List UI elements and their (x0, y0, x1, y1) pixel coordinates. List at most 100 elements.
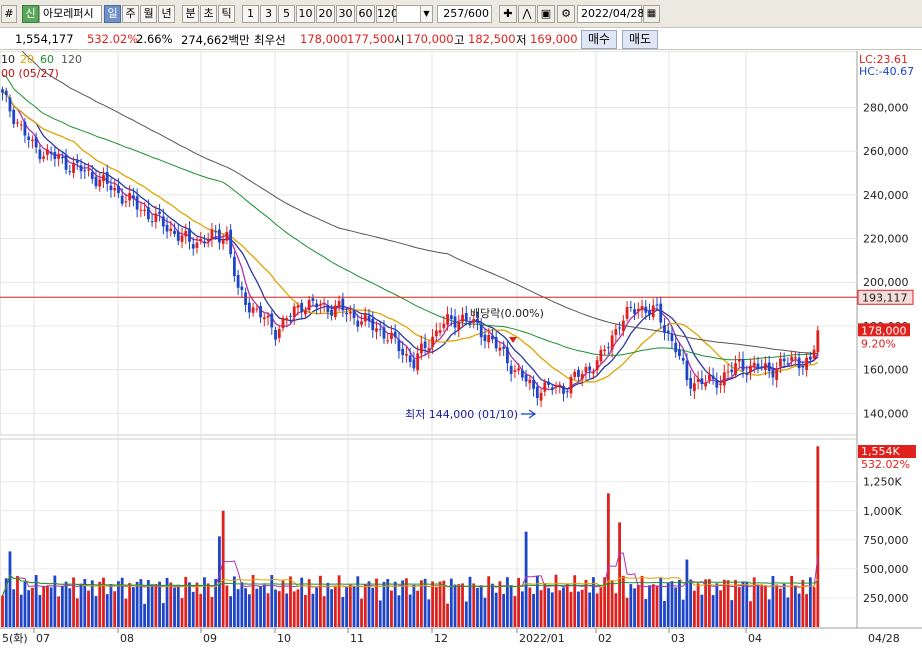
zigzag-icon[interactable]: ⋀ (518, 5, 536, 23)
candle-body (251, 307, 255, 313)
period-tick-button[interactable]: 틱 (218, 5, 235, 23)
candle-body (726, 371, 730, 373)
volume-bar (621, 575, 625, 627)
candle-body (678, 349, 681, 357)
chevron-down-icon[interactable]: ▼ (420, 5, 433, 23)
volume-bar (259, 586, 262, 627)
interval-120-button[interactable]: 120 (376, 5, 398, 23)
candle-body (771, 369, 775, 378)
volume-bar (356, 576, 360, 627)
volume-bar (132, 587, 135, 627)
interval-60-button[interactable]: 60 (356, 5, 375, 23)
volume-bar (188, 582, 191, 627)
resistance-label-box (857, 289, 914, 305)
candle-body (195, 242, 199, 249)
candle-body (711, 375, 715, 379)
volume-bar (700, 594, 704, 627)
candle-body (218, 229, 221, 243)
candle-body (629, 306, 633, 308)
candle-body (57, 155, 60, 159)
period-month-button[interactable]: 월 (140, 5, 157, 23)
menu-corner-icon[interactable]: # (1, 5, 17, 23)
candle-body (184, 230, 188, 237)
volume-bar (390, 590, 393, 627)
volume-bar (34, 575, 38, 627)
candle-body (487, 334, 491, 343)
volume-ma-line (2, 574, 819, 596)
gear-icon[interactable]: ⚙ (557, 5, 575, 23)
volume-bar (270, 574, 274, 627)
stock-name-field[interactable]: 아모레퍼시 (39, 5, 102, 23)
period-day-button[interactable]: 일 (104, 5, 121, 23)
volume-value: 1,554,177 (15, 32, 74, 46)
volume-tick-label: 1,000K (863, 505, 902, 518)
candle-body (27, 136, 31, 140)
new-badge[interactable]: 신 (22, 5, 39, 23)
period-label: 초 (203, 7, 214, 20)
save-icon[interactable]: ▣ (537, 5, 555, 23)
candle-body (322, 302, 326, 305)
period-second-button[interactable]: 초 (200, 5, 217, 23)
interval-label: 1 (247, 7, 254, 20)
interval-3-button[interactable]: 3 (260, 5, 277, 23)
volume-bar (408, 594, 412, 627)
interval-20-button[interactable]: 20 (316, 5, 335, 23)
candle-body (693, 383, 696, 392)
interval-30-button[interactable]: 30 (336, 5, 355, 23)
period-week-button[interactable]: 주 (122, 5, 139, 23)
volume-bar (711, 595, 715, 627)
volume-bar (289, 576, 292, 627)
candle-body (640, 306, 644, 311)
bar-count-field[interactable]: 257/600 (437, 5, 492, 23)
time-tick-label: 5(화) (2, 632, 28, 645)
volume-bar (397, 595, 401, 627)
candle-body (707, 374, 711, 381)
volume-bar (779, 588, 782, 627)
volume-bar (416, 590, 420, 627)
calendar-icon[interactable]: ▦ (643, 5, 660, 23)
volume-bar (176, 584, 180, 627)
candle-body (498, 347, 502, 351)
volume-bar (569, 591, 573, 627)
volume-bar (150, 584, 154, 627)
price-chart[interactable]: 140,000160,000180,000200,000220,000240,0… (0, 51, 922, 649)
candle-body (704, 382, 708, 387)
candle-body (513, 370, 517, 372)
candle-body (543, 382, 547, 392)
candle-body (124, 201, 128, 203)
volume-bar (520, 591, 524, 627)
candle-body (700, 378, 704, 385)
candle-body (621, 320, 625, 332)
legend-ma10: 10 (1, 53, 15, 66)
crosshair-icon[interactable]: ✚ (499, 5, 517, 23)
buy-button[interactable]: 매수 (581, 30, 618, 49)
candle-body (199, 238, 203, 242)
sell-button[interactable]: 매도 (622, 30, 659, 49)
interval-5-button[interactable]: 5 (278, 5, 295, 23)
candle-body (528, 379, 532, 384)
time-tick-label: 2022/01 (519, 632, 565, 645)
interval-10-button[interactable]: 10 (296, 5, 315, 23)
volume-bar (262, 584, 266, 627)
period-year-button[interactable]: 년 (158, 5, 175, 23)
volume-bar (487, 576, 491, 627)
candle-body (539, 392, 543, 401)
volume-bar (786, 597, 790, 627)
candle-body (371, 318, 375, 331)
high-value: 182,500 (468, 32, 516, 46)
volume-bar (382, 581, 386, 627)
volume-bar (412, 584, 416, 627)
volume-bar (670, 581, 674, 627)
date-field[interactable]: 2022/04/28 (577, 5, 644, 23)
dividend-arrow-icon (509, 337, 517, 343)
candle-body (554, 384, 558, 388)
candle-body (397, 339, 401, 352)
volume-bar (715, 583, 719, 627)
interval-label: 3 (265, 7, 272, 20)
period-minute-button[interactable]: 분 (182, 5, 199, 23)
open-label: 시 (394, 33, 405, 47)
interval-1-button[interactable]: 1 (242, 5, 259, 23)
volume-bar (139, 579, 143, 627)
price-tick-label: 240,000 (863, 189, 909, 202)
volume-bar (689, 579, 693, 627)
